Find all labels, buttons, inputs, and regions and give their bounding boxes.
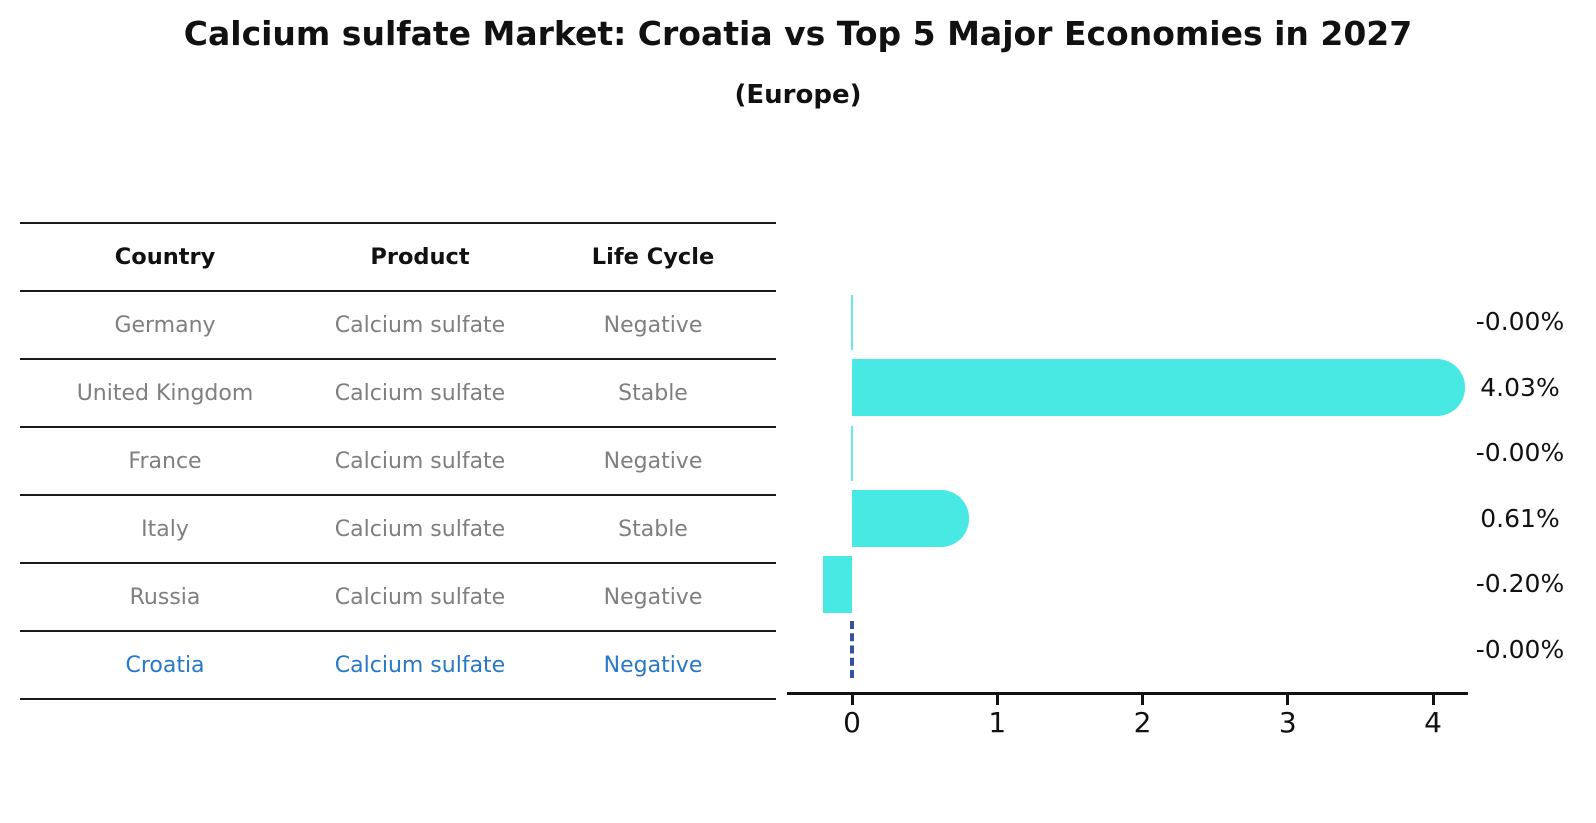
x-axis-tick-label-4: 4	[1424, 706, 1442, 739]
table-cell-product: Calcium sulfate	[334, 516, 506, 542]
chart-title: Calcium sulfate Market: Croatia vs Top 5…	[183, 14, 1413, 53]
table-cell-life-cycle: Negative	[603, 584, 703, 610]
table-cell-country: Croatia	[125, 652, 205, 678]
table-cell-life-cycle: Stable	[618, 380, 688, 406]
bar-germany	[851, 294, 853, 350]
table-cell-life-cycle: Negative	[603, 652, 703, 678]
table-row-russia: Russia Calcium sulfate Negative	[20, 564, 776, 632]
table-cell-country: Russia	[129, 584, 201, 610]
table-header-cell-life-cycle: Life Cycle	[591, 244, 715, 270]
table-row-italy: Italy Calcium sulfate Stable	[20, 496, 776, 564]
country-table: Country Product Life Cycle Germany Calcium s…	[20, 222, 776, 700]
bar-united-kingdom	[852, 359, 1466, 416]
table-row-croatia: Croatia Calcium sulfate Negative	[20, 632, 776, 700]
bar-france	[851, 425, 853, 481]
x-axis-tick-2	[1141, 695, 1144, 705]
value-label-united-kingdom: 4.03%	[1480, 372, 1560, 402]
x-axis-tick-4	[1431, 695, 1435, 705]
bar-russia	[822, 555, 852, 613]
table-header-cell-country: Country	[114, 244, 216, 270]
table-cell-product: Calcium sulfate	[334, 380, 506, 406]
value-label-russia: -0.20%	[1475, 569, 1565, 598]
table-row-united-kingdom: United Kingdom Calcium sulfate Stable	[20, 360, 776, 428]
table-cell-country: Italy	[141, 516, 189, 542]
table-cell-product: Calcium sulfate	[334, 652, 506, 678]
table-row-germany: Germany Calcium sulfate Negative	[20, 292, 776, 360]
table-header-row: Country Product Life Cycle	[20, 224, 776, 292]
x-axis-tick-label-1: 1	[988, 706, 1007, 739]
value-label-germany: -0.00%	[1475, 307, 1565, 336]
table-cell-country: Germany	[114, 312, 216, 338]
x-axis-tick-1	[995, 695, 999, 705]
x-axis-tick-label-0: 0	[843, 706, 861, 739]
table-row-france: France Calcium sulfate Negative	[20, 428, 776, 496]
x-axis-line	[787, 692, 1468, 695]
bar-italy	[852, 490, 969, 547]
table-header-cell-product: Product	[370, 244, 470, 270]
table-cell-product: Calcium sulfate	[334, 448, 506, 474]
value-label-france: -0.00%	[1475, 438, 1565, 467]
x-axis-tick-label-2: 2	[1133, 706, 1152, 739]
x-axis-tick-label-3: 3	[1278, 706, 1297, 739]
table-cell-life-cycle: Negative	[603, 312, 703, 338]
chart-subtitle: (Europe)	[734, 80, 862, 110]
x-axis-tick-0	[850, 695, 854, 705]
table-cell-product: Calcium sulfate	[334, 584, 506, 610]
table-cell-country: United Kingdom	[76, 380, 254, 406]
target-zero-marker-croatia	[850, 621, 854, 678]
value-label-italy: 0.61%	[1480, 503, 1560, 533]
value-label-croatia: -0.00%	[1475, 634, 1565, 664]
table-cell-country: France	[128, 448, 202, 474]
table-cell-life-cycle: Negative	[603, 448, 703, 474]
x-axis-tick-3	[1286, 695, 1290, 705]
table-cell-product: Calcium sulfate	[334, 312, 506, 338]
table-cell-life-cycle: Stable	[618, 516, 688, 542]
